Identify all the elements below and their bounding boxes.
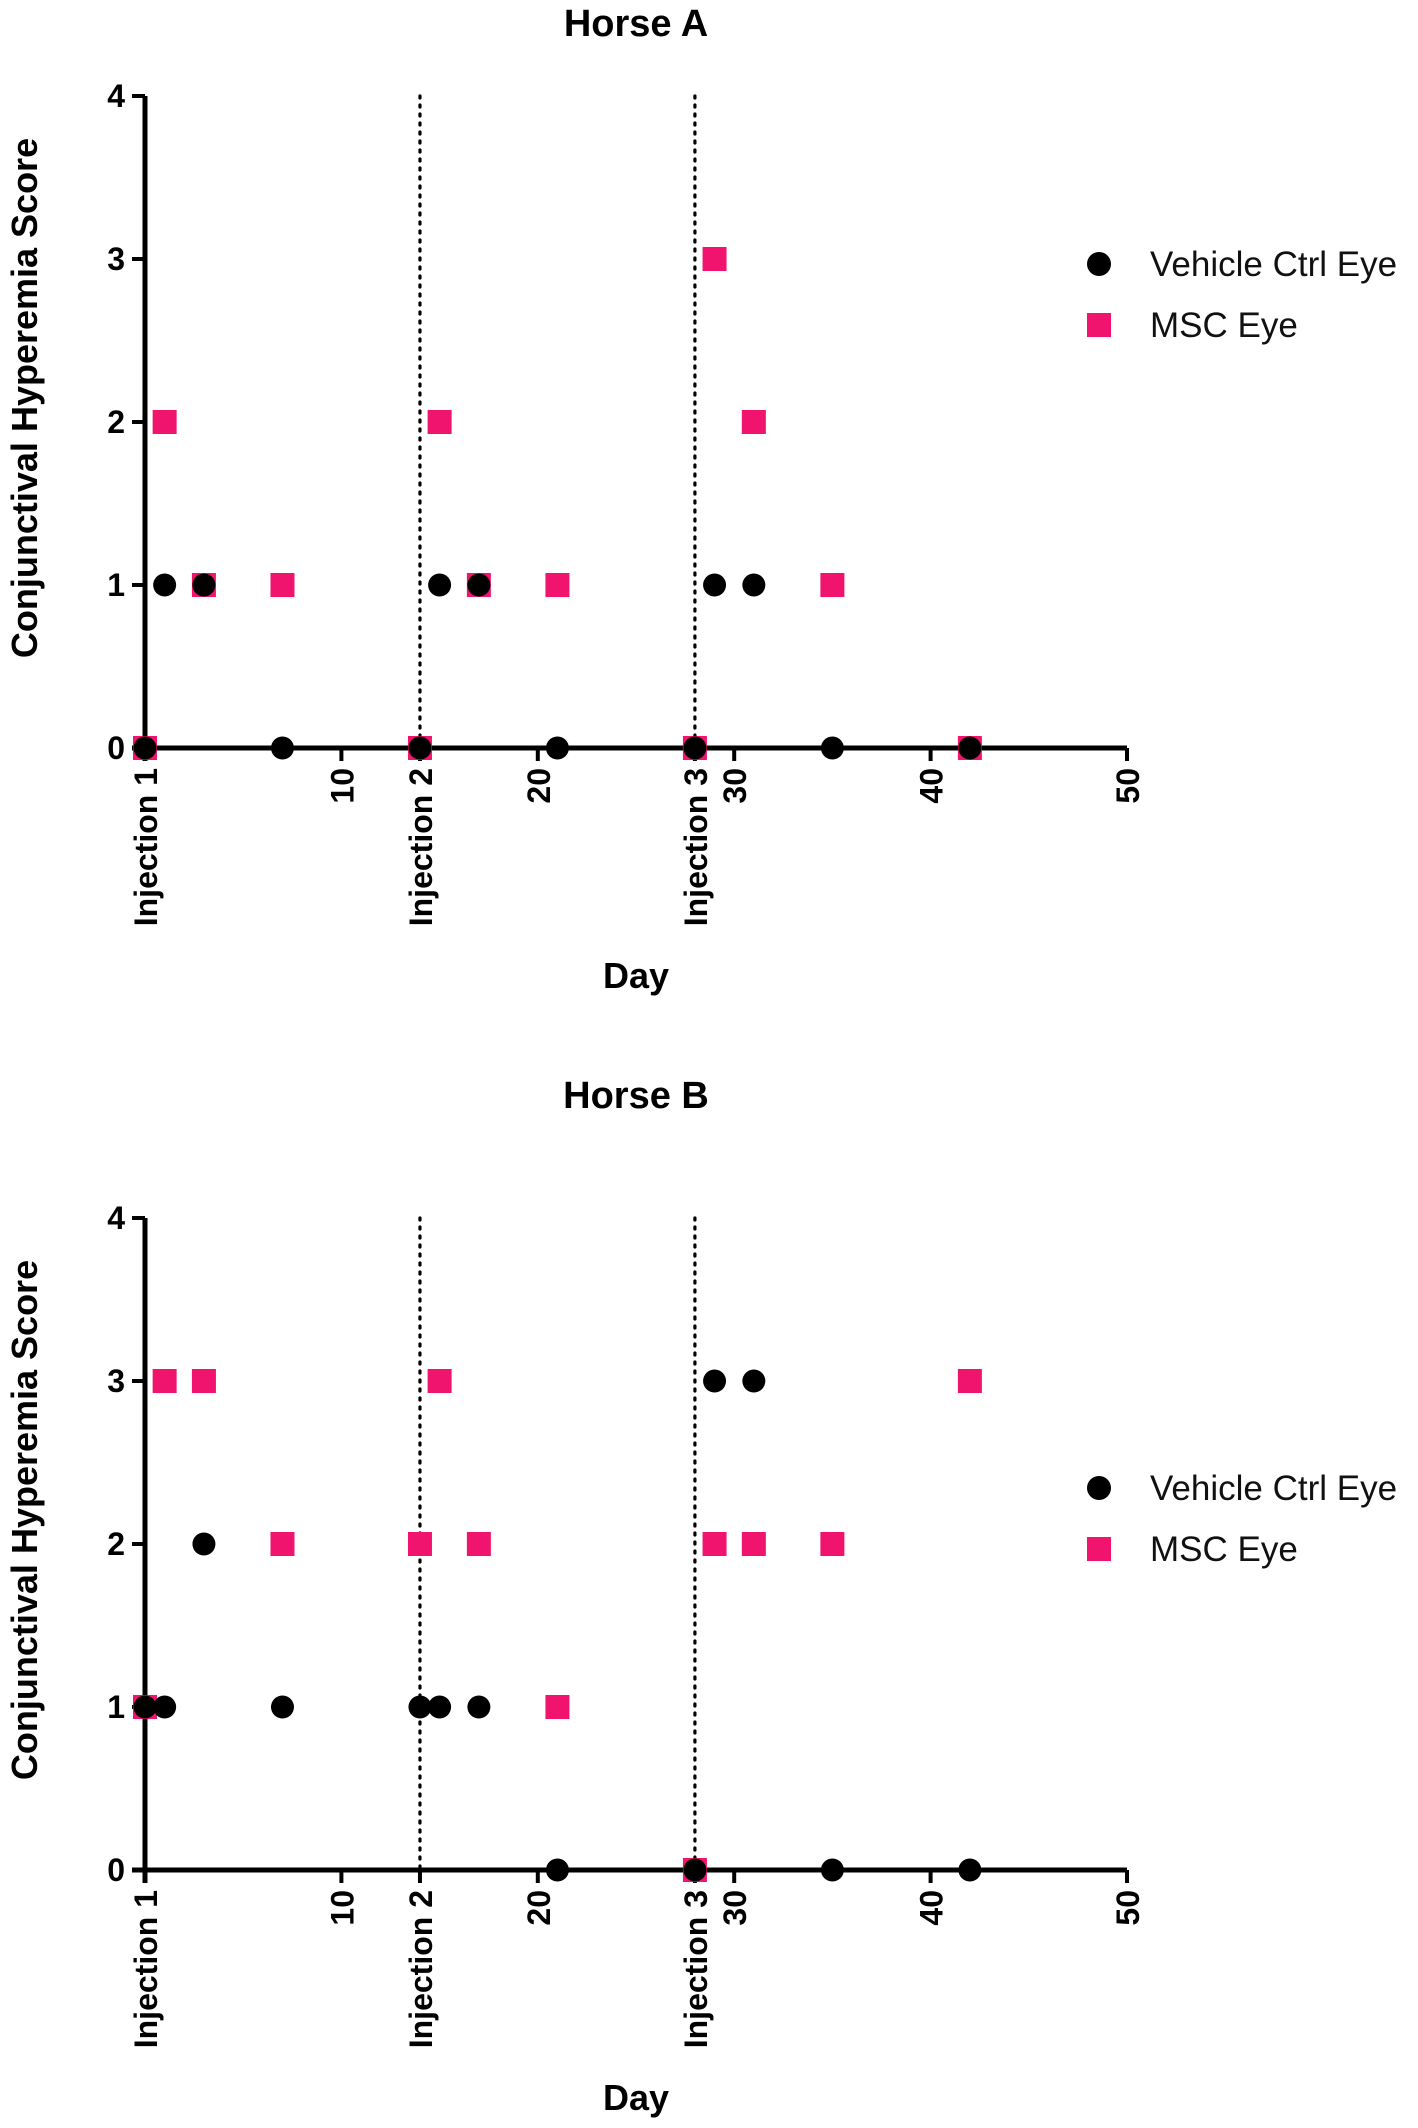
data-point-msc-eye — [407, 1532, 432, 1556]
data-point-vehicle-ctrl-eye — [153, 573, 177, 597]
x-tick-label: Injection 1 — [128, 1890, 164, 2048]
data-point-vehicle-ctrl-eye — [683, 736, 707, 760]
y-axis-label: Conjunctival Hyperemia Score — [4, 1260, 45, 1780]
data-point-vehicle-ctrl-eye — [958, 1858, 982, 1882]
data-point-vehicle-ctrl-eye — [703, 1369, 727, 1393]
x-tick-label: Injection 2 — [403, 768, 439, 926]
legend-marker-square — [1087, 313, 1111, 337]
y-tick-label: 2 — [107, 404, 125, 440]
x-tick-label: 50 — [1110, 1890, 1146, 1926]
data-point-vehicle-ctrl-eye — [408, 736, 432, 760]
y-tick-label: 4 — [107, 1200, 125, 1236]
data-point-vehicle-ctrl-eye — [742, 573, 766, 597]
y-tick-label: 3 — [107, 241, 125, 277]
y-tick-label: 0 — [107, 1852, 125, 1888]
data-point-vehicle-ctrl-eye — [467, 573, 491, 597]
data-point-vehicle-ctrl-eye — [133, 736, 157, 760]
data-point-vehicle-ctrl-eye — [683, 1858, 707, 1882]
legend-label: Vehicle Ctrl Eye — [1150, 245, 1397, 284]
chart-title: Horse A — [564, 3, 708, 45]
x-axis-label: Day — [603, 2077, 669, 2118]
data-point-vehicle-ctrl-eye — [545, 1858, 569, 1882]
data-point-msc-eye — [702, 1532, 727, 1556]
legend-marker-circle — [1087, 252, 1111, 276]
data-point-msc-eye — [545, 573, 570, 597]
data-point-msc-eye — [152, 410, 177, 434]
data-point-vehicle-ctrl-eye — [270, 736, 294, 760]
data-point-vehicle-ctrl-eye — [820, 1858, 844, 1882]
y-tick-label: 2 — [107, 1526, 125, 1562]
data-point-vehicle-ctrl-eye — [270, 1695, 294, 1719]
chart-title: Horse B — [563, 1075, 709, 1117]
data-point-vehicle-ctrl-eye — [428, 1695, 452, 1719]
data-point-vehicle-ctrl-eye — [820, 736, 844, 760]
legend-label: MSC Eye — [1150, 1530, 1298, 1569]
data-point-msc-eye — [466, 1532, 491, 1556]
x-tick-label: 50 — [1110, 768, 1146, 804]
data-point-msc-eye — [152, 1369, 177, 1393]
data-point-msc-eye — [820, 1532, 845, 1556]
data-point-vehicle-ctrl-eye — [133, 1695, 157, 1719]
x-tick-label: 40 — [914, 768, 950, 804]
x-tick-label: 40 — [914, 1890, 950, 1926]
y-tick-label: 1 — [107, 567, 125, 603]
data-point-vehicle-ctrl-eye — [192, 573, 216, 597]
panel-horse-a: Horse A 0 1 2 3 4 Injection 1 10 Injection 2 20 In… — [4, 3, 1397, 996]
data-point-msc-eye — [270, 1532, 295, 1556]
x-tick-label: 30 — [717, 1890, 753, 1926]
data-point-vehicle-ctrl-eye — [153, 1695, 177, 1719]
y-tick-label: 4 — [107, 78, 125, 114]
data-point-msc-eye — [702, 247, 727, 271]
x-tick-label: Injection 2 — [403, 1890, 439, 2048]
x-tick-label: Injection 3 — [678, 1890, 714, 2048]
data-point-msc-eye — [545, 1695, 570, 1719]
x-tick-label: Injection 3 — [678, 768, 714, 926]
data-point-msc-eye — [427, 410, 452, 434]
x-tick-label: 30 — [717, 768, 753, 804]
data-point-vehicle-ctrl-eye — [545, 736, 569, 760]
y-tick-label: 1 — [107, 1689, 125, 1725]
x-tick-label: 10 — [324, 1890, 360, 1926]
panel-horse-b: Horse B 0 1 2 3 4 Injection 1 10 Injection 2 20 In… — [4, 1075, 1397, 2118]
y-tick-label: 3 — [107, 1363, 125, 1399]
x-tick-label: 20 — [521, 1890, 557, 1926]
legend-marker-square — [1087, 1537, 1111, 1561]
data-point-vehicle-ctrl-eye — [192, 1532, 216, 1556]
x-tick-label: 10 — [324, 768, 360, 804]
data-point-msc-eye — [741, 1532, 766, 1556]
y-axis-label: Conjunctival Hyperemia Score — [4, 138, 45, 658]
data-point-msc-eye — [270, 573, 295, 597]
y-tick-label: 0 — [107, 730, 125, 766]
data-point-msc-eye — [820, 573, 845, 597]
data-point-vehicle-ctrl-eye — [703, 573, 727, 597]
data-point-msc-eye — [427, 1369, 452, 1393]
data-point-vehicle-ctrl-eye — [467, 1695, 491, 1719]
data-point-vehicle-ctrl-eye — [742, 1369, 766, 1393]
data-point-msc-eye — [957, 1369, 982, 1393]
data-point-msc-eye — [741, 410, 766, 434]
data-point-vehicle-ctrl-eye — [958, 736, 982, 760]
x-axis-label: Day — [603, 955, 669, 996]
data-point-vehicle-ctrl-eye — [428, 573, 452, 597]
legend-label: MSC Eye — [1150, 306, 1298, 345]
data-point-vehicle-ctrl-eye — [408, 1695, 432, 1719]
x-tick-label: 20 — [521, 768, 557, 804]
legend-marker-circle — [1087, 1476, 1111, 1500]
legend-label: Vehicle Ctrl Eye — [1150, 1469, 1397, 1508]
data-point-msc-eye — [191, 1369, 216, 1393]
x-tick-label: Injection 1 — [128, 768, 164, 926]
